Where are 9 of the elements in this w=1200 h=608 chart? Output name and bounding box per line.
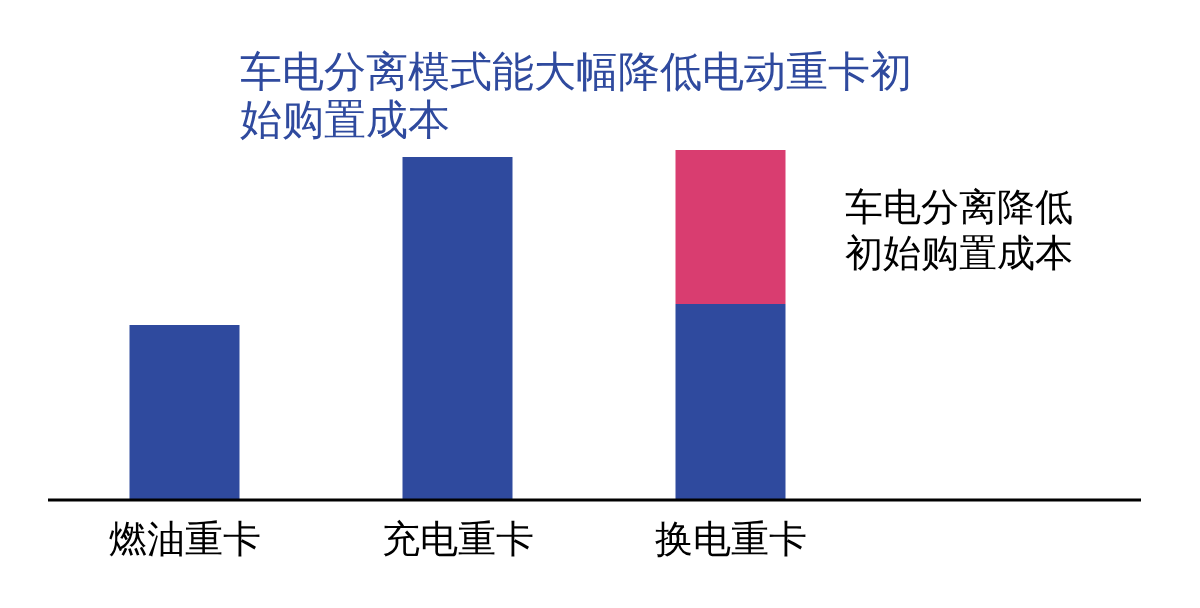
x-tick-label: 换电重卡 (654, 517, 807, 561)
x-tick-label: 充电重卡 (381, 517, 534, 561)
bar (402, 157, 513, 500)
bar (129, 325, 240, 500)
chart-title: 车电分离模式能大幅降低电动重卡初始购置成本 (240, 47, 913, 144)
bar (675, 304, 786, 500)
annotation: 车电分离降低初始购置成本 (845, 184, 1074, 276)
bar (675, 150, 786, 304)
x-tick-label: 燃油重卡 (108, 517, 261, 561)
